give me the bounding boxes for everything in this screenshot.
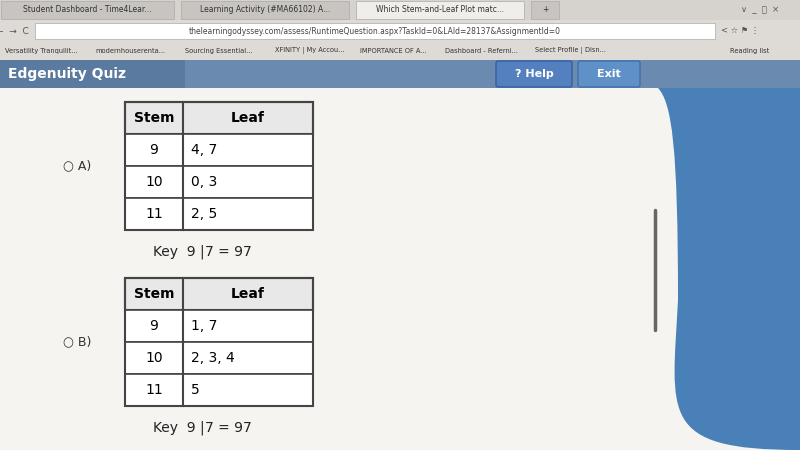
- Text: 11: 11: [145, 383, 163, 397]
- Text: Key  9: Key 9: [153, 245, 196, 259]
- Text: 2, 5: 2, 5: [191, 207, 218, 221]
- Bar: [356, 1, 524, 19]
- Text: Leaf: Leaf: [231, 111, 265, 125]
- Bar: [531, 1, 559, 19]
- Text: thelearningodyssey.com/assess/RuntimeQuestion.aspx?TaskId=0&LAId=28137&Assignmen: thelearningodyssey.com/assess/RuntimeQue…: [189, 27, 561, 36]
- Text: Select Profile | Disn...: Select Profile | Disn...: [535, 48, 606, 54]
- Bar: [125, 134, 313, 166]
- Text: Student Dashboard - Time4Lear...: Student Dashboard - Time4Lear...: [23, 5, 152, 14]
- Text: Leaf: Leaf: [231, 287, 265, 301]
- Text: Stem: Stem: [134, 111, 174, 125]
- Bar: [125, 374, 313, 406]
- PathPatch shape: [658, 88, 800, 450]
- FancyBboxPatch shape: [578, 61, 640, 87]
- Text: 5: 5: [191, 383, 200, 397]
- Text: Reading list: Reading list: [730, 48, 770, 54]
- Text: Sourcing Essential...: Sourcing Essential...: [185, 48, 253, 54]
- Text: ←  →  C: ← → C: [0, 27, 28, 36]
- Text: 0, 3: 0, 3: [191, 175, 218, 189]
- Bar: [125, 278, 313, 310]
- FancyBboxPatch shape: [496, 61, 572, 87]
- Bar: [125, 166, 313, 198]
- Text: |: |: [199, 421, 204, 435]
- Bar: [35, 23, 715, 39]
- Bar: [0, 20, 800, 42]
- Text: Learning Activity (#MA66102) A...: Learning Activity (#MA66102) A...: [200, 5, 330, 14]
- Text: modernhouserenta...: modernhouserenta...: [95, 48, 165, 54]
- Text: 9: 9: [150, 319, 158, 333]
- Text: 1, 7: 1, 7: [191, 319, 218, 333]
- Text: 9: 9: [150, 143, 158, 157]
- Bar: [181, 1, 349, 19]
- Text: < ☆ ⚑ ⋮: < ☆ ⚑ ⋮: [721, 27, 759, 36]
- Text: ? Help: ? Help: [514, 69, 554, 79]
- Text: ○ B): ○ B): [63, 336, 91, 348]
- Text: 7 = 97: 7 = 97: [205, 245, 252, 259]
- Bar: [125, 310, 313, 342]
- Bar: [125, 278, 313, 406]
- Text: 7 = 97: 7 = 97: [205, 421, 252, 435]
- Bar: [0, 88, 800, 450]
- Text: ∨  _  ⬜  ×: ∨ _ ⬜ ×: [741, 5, 779, 14]
- Text: Key  9: Key 9: [153, 421, 196, 435]
- Bar: [0, 60, 185, 88]
- Text: IMPORTANCE OF A...: IMPORTANCE OF A...: [360, 48, 426, 54]
- Text: Which Stem-and-Leaf Plot matc...: Which Stem-and-Leaf Plot matc...: [376, 5, 504, 14]
- Text: 10: 10: [145, 175, 163, 189]
- Bar: [0, 0, 800, 20]
- Bar: [125, 102, 313, 230]
- Bar: [1, 1, 174, 19]
- Text: XFINITY | My Accou...: XFINITY | My Accou...: [275, 48, 345, 54]
- Text: |: |: [199, 245, 204, 259]
- Text: 11: 11: [145, 207, 163, 221]
- Text: ○ A): ○ A): [63, 159, 91, 172]
- Text: 2, 3, 4: 2, 3, 4: [191, 351, 234, 365]
- Text: +: +: [542, 5, 548, 14]
- Text: 4, 7: 4, 7: [191, 143, 218, 157]
- Bar: [125, 198, 313, 230]
- Bar: [125, 102, 313, 134]
- Bar: [125, 342, 313, 374]
- Text: 10: 10: [145, 351, 163, 365]
- Text: Edgenuity Quiz: Edgenuity Quiz: [8, 67, 126, 81]
- Text: Stem: Stem: [134, 287, 174, 301]
- Bar: [0, 60, 800, 88]
- Text: Dashboard - Referni...: Dashboard - Referni...: [445, 48, 518, 54]
- Text: Versatility Tranquilit...: Versatility Tranquilit...: [5, 48, 78, 54]
- Bar: [0, 42, 800, 60]
- Text: Exit: Exit: [597, 69, 621, 79]
